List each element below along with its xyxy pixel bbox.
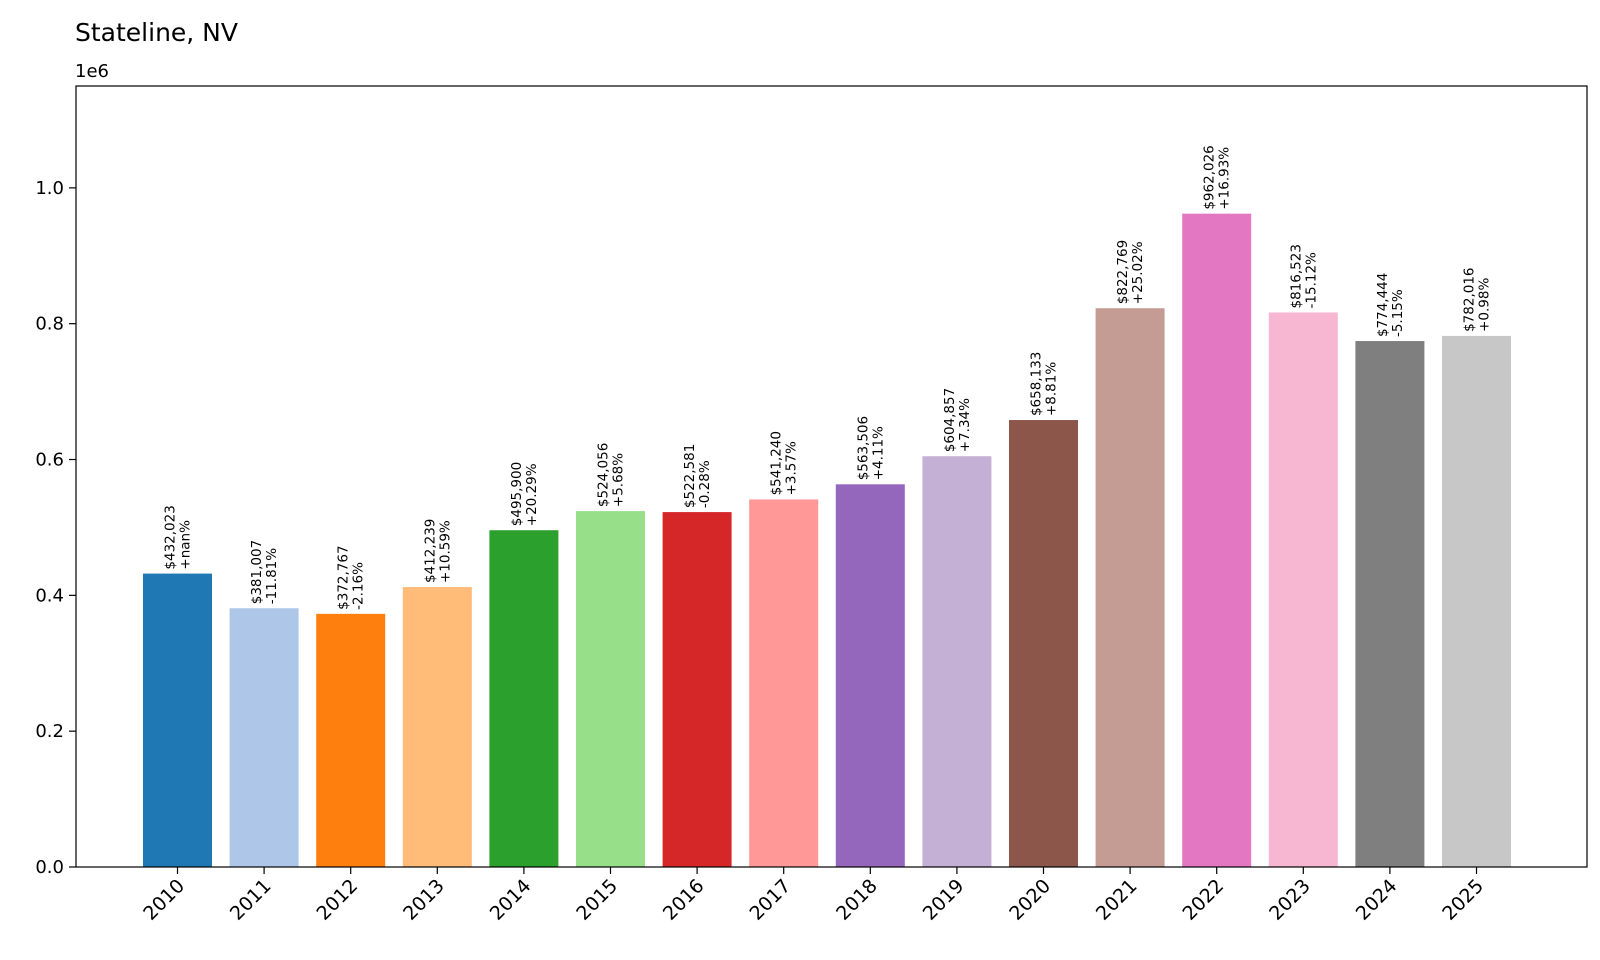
value-label: $658,133 — [1029, 352, 1045, 416]
change-label: -11.81% — [264, 548, 280, 605]
bar-label-2022: $962,026 +16.93% — [1202, 145, 1233, 209]
x-tick-label-2012: 2012 — [312, 875, 362, 925]
plot-frame — [75, 85, 1588, 868]
value-label: $816,523 — [1288, 244, 1304, 308]
x-tick-label-2024: 2024 — [1352, 875, 1402, 925]
x-tick-label-2011: 2011 — [226, 875, 276, 925]
x-tick-label-2023: 2023 — [1265, 875, 1315, 925]
x-tick-label-2025: 2025 — [1438, 875, 1488, 925]
x-tick-label-2017: 2017 — [745, 875, 795, 925]
x-tick-label-2016: 2016 — [659, 875, 709, 925]
y-tick-label: 0.4 — [35, 585, 64, 606]
value-label: $541,240 — [769, 431, 785, 495]
x-tick-label-2022: 2022 — [1178, 875, 1228, 925]
y-tick-label: 0.6 — [35, 450, 64, 471]
chart-title: Stateline, NV — [75, 18, 238, 47]
y-axis: 0.0 0.2 0.4 0.6 0.8 1.0 — [35, 178, 76, 878]
bar-2020 — [1009, 420, 1078, 867]
x-tick-label-2010: 2010 — [139, 875, 189, 925]
change-label: +25.02% — [1130, 241, 1146, 304]
value-label: $432,023 — [163, 505, 179, 569]
bar-label-2024: $774,444 -5.15% — [1375, 273, 1406, 337]
value-label: $524,056 — [596, 443, 612, 507]
change-label: -5.15% — [1390, 289, 1406, 337]
value-label: $782,016 — [1462, 267, 1478, 331]
value-label: $774,444 — [1375, 273, 1391, 337]
change-label: +4.11% — [870, 426, 886, 480]
bar-2014 — [489, 530, 559, 867]
value-label: $412,239 — [422, 519, 438, 583]
x-tick-label-2015: 2015 — [572, 875, 622, 925]
value-label: $962,026 — [1202, 145, 1218, 209]
x-tick-label-2013: 2013 — [399, 875, 449, 925]
change-label: +16.93% — [1217, 147, 1233, 210]
change-label: -15.12% — [1303, 252, 1319, 309]
value-label: $604,857 — [942, 388, 958, 452]
bar-label-2019: $604,857 +7.34% — [942, 388, 973, 452]
bar-2013 — [402, 587, 472, 867]
bar-2025 — [1442, 335, 1511, 867]
bar-2011 — [229, 608, 299, 867]
bar-label-2021: $822,769 +25.02% — [1115, 240, 1146, 304]
change-label: -2.16% — [351, 562, 367, 610]
bar-label-2016: $522,581 -0.28% — [682, 444, 713, 508]
x-axis: 2010 2011 2012 2013 2014 2015 2016 2017 2018 2019… — [139, 867, 1488, 925]
bar-label-2014: $495,900 +20.29% — [509, 462, 540, 526]
value-label: $381,007 — [249, 540, 265, 604]
bar-2024 — [1355, 341, 1425, 867]
value-label: $495,900 — [509, 462, 525, 526]
change-label: +7.34% — [957, 398, 973, 452]
bar-label-2020: $658,133 +8.81% — [1029, 352, 1060, 416]
change-label: +nan% — [178, 520, 194, 570]
bar-label-2015: $524,056 +5.68% — [596, 443, 627, 507]
bar-label-2013: $412,239 +10.59% — [422, 519, 453, 583]
change-label: +8.81% — [1044, 362, 1060, 416]
bar-label-2025: $782,016 +0.98% — [1462, 267, 1493, 331]
bar-2010 — [143, 573, 212, 867]
bar-2018 — [835, 484, 905, 867]
bars-layer — [143, 213, 1511, 868]
bar-label-2011: $381,007 -11.81% — [249, 540, 280, 604]
value-label: $563,506 — [855, 416, 871, 480]
bar-label-2010: $432,023 +nan% — [163, 505, 194, 569]
value-label: $372,767 — [336, 545, 352, 609]
bar-label-2017: $541,240 +3.57% — [769, 431, 800, 495]
bar-label-2012: $372,767 -2.16% — [336, 545, 367, 609]
bar-2017 — [749, 499, 819, 867]
bar-2019 — [922, 456, 992, 867]
change-label: +5.68% — [611, 453, 627, 507]
change-label: +0.98% — [1477, 278, 1493, 332]
bar-2012 — [316, 613, 386, 867]
x-tick-label-2020: 2020 — [1005, 875, 1055, 925]
change-label: -0.28% — [697, 460, 713, 508]
bar-label-2018: $563,506 +4.11% — [855, 416, 886, 480]
bar-2023 — [1268, 312, 1338, 868]
y-tick-label: 1.0 — [35, 178, 64, 199]
y-tick-label: 0.0 — [35, 857, 64, 878]
x-tick-label-2018: 2018 — [832, 875, 882, 925]
bar-2021 — [1095, 308, 1165, 868]
y-tick-label: 0.8 — [35, 314, 64, 335]
bar-labels-layer: $432,023 +nan% $381,007 -11.81% $372,767 -2.1… — [163, 145, 1493, 610]
bar-2016 — [662, 512, 732, 867]
x-tick-label-2019: 2019 — [919, 875, 969, 925]
y-tick-label: 0.2 — [35, 721, 64, 742]
bar-2022 — [1182, 213, 1252, 867]
y-axis-offset-label: 1e6 — [75, 61, 109, 82]
x-tick-label-2021: 2021 — [1092, 875, 1142, 925]
x-tick-label-2014: 2014 — [486, 875, 536, 925]
value-label: $522,581 — [682, 444, 698, 508]
change-label: +3.57% — [784, 441, 800, 495]
bar-2015 — [576, 511, 645, 867]
change-label: +10.59% — [437, 520, 453, 583]
value-label: $822,769 — [1115, 240, 1131, 304]
bar-label-2023: $816,523 -15.12% — [1288, 244, 1319, 308]
change-label: +20.29% — [524, 463, 540, 526]
